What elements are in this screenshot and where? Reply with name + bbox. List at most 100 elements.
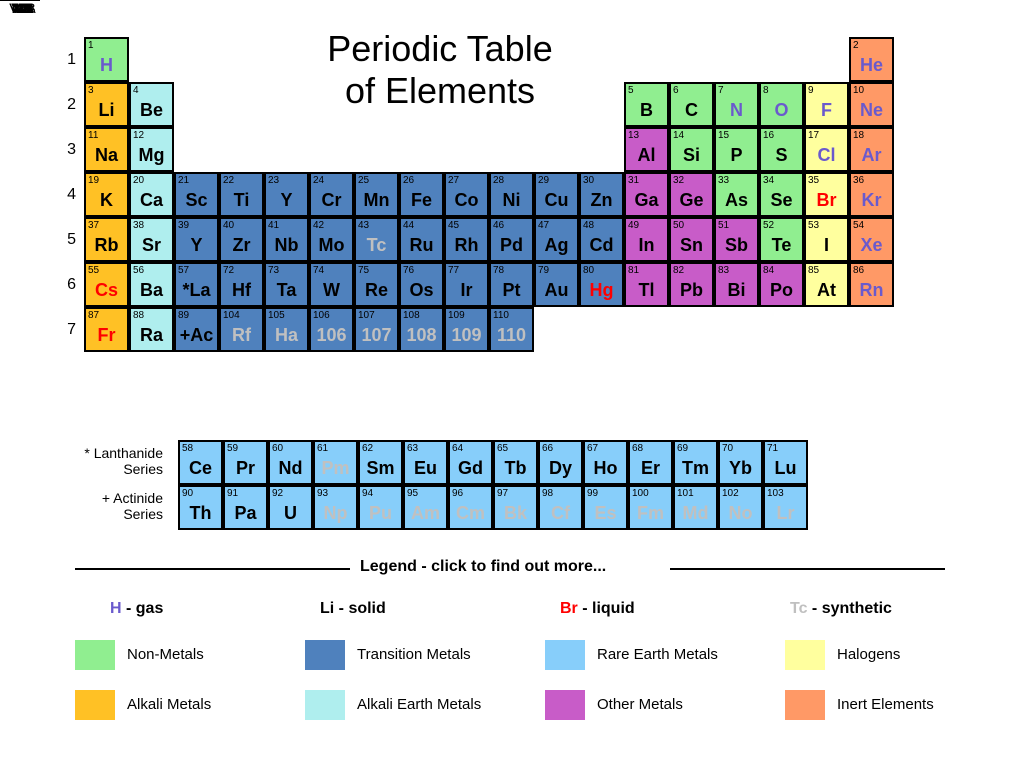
element-Cr[interactable]: 24Cr	[309, 172, 354, 217]
element-Ne[interactable]: 10Ne	[849, 82, 894, 127]
element-No[interactable]: 102No	[718, 485, 763, 530]
state-liquid[interactable]: Br - liquid	[560, 600, 635, 618]
element-Zr[interactable]: 40Zr	[219, 217, 264, 262]
element-Ho[interactable]: 67Ho	[583, 440, 628, 485]
element-N[interactable]: 7N	[714, 82, 759, 127]
element-Co[interactable]: 27Co	[444, 172, 489, 217]
element-Eu[interactable]: 63Eu	[403, 440, 448, 485]
element-Ba[interactable]: 56Ba	[129, 262, 174, 307]
element-Se[interactable]: 34Se	[759, 172, 804, 217]
element-C[interactable]: 6C	[669, 82, 714, 127]
element-107[interactable]: 107107	[354, 307, 399, 352]
element-Gd[interactable]: 64Gd	[448, 440, 493, 485]
legend-title[interactable]: Legend - click to find out more...	[360, 558, 606, 576]
element-Ha[interactable]: 105Ha	[264, 307, 309, 352]
state-synthetic[interactable]: Tc - synthetic	[790, 600, 892, 618]
element-Md[interactable]: 101Md	[673, 485, 718, 530]
element-Pt[interactable]: 78Pt	[489, 262, 534, 307]
swatch-rare[interactable]	[545, 640, 585, 670]
element-Kr[interactable]: 36Kr	[849, 172, 894, 217]
swatch-label-nonmetal[interactable]: Non-Metals	[127, 646, 204, 663]
element-S[interactable]: 16S	[759, 127, 804, 172]
element-Hf[interactable]: 72Hf	[219, 262, 264, 307]
element-Lr[interactable]: 103Lr	[763, 485, 808, 530]
element-Tl[interactable]: 81Tl	[624, 262, 669, 307]
element-Ge[interactable]: 32Ge	[669, 172, 714, 217]
element-Cd[interactable]: 48Cd	[579, 217, 624, 262]
element-Cm[interactable]: 96Cm	[448, 485, 493, 530]
element-Al[interactable]: 13Al	[624, 127, 669, 172]
element-109[interactable]: 109109	[444, 307, 489, 352]
element-Na[interactable]: 11Na	[84, 127, 129, 172]
element-I[interactable]: 53I	[804, 217, 849, 262]
element-Tm[interactable]: 69Tm	[673, 440, 718, 485]
element-110[interactable]: 110110	[489, 307, 534, 352]
element-H[interactable]: 1H	[84, 37, 129, 82]
swatch-halogen[interactable]	[785, 640, 825, 670]
element-Fm[interactable]: 100Fm	[628, 485, 673, 530]
element-Pb[interactable]: 82Pb	[669, 262, 714, 307]
element-W[interactable]: 74W	[309, 262, 354, 307]
element-Ce[interactable]: 58Ce	[178, 440, 223, 485]
element-Zn[interactable]: 30Zn	[579, 172, 624, 217]
element-Ti[interactable]: 22Ti	[219, 172, 264, 217]
element-Pm[interactable]: 61Pm	[313, 440, 358, 485]
element-Ca[interactable]: 20Ca	[129, 172, 174, 217]
element-Ni[interactable]: 28Ni	[489, 172, 534, 217]
element-Rb[interactable]: 37Rb	[84, 217, 129, 262]
element-Dy[interactable]: 66Dy	[538, 440, 583, 485]
swatch-label-transition[interactable]: Transition Metals	[357, 646, 471, 663]
element-Ar[interactable]: 18Ar	[849, 127, 894, 172]
element-Bk[interactable]: 97Bk	[493, 485, 538, 530]
element-Th[interactable]: 90Th	[178, 485, 223, 530]
element-Ra[interactable]: 88Ra	[129, 307, 174, 352]
element-Am[interactable]: 95Am	[403, 485, 448, 530]
element-Lu[interactable]: 71Lu	[763, 440, 808, 485]
element-+Ac[interactable]: 89+Ac	[174, 307, 219, 352]
element-In[interactable]: 49In	[624, 217, 669, 262]
element-Re[interactable]: 75Re	[354, 262, 399, 307]
element-Sm[interactable]: 62Sm	[358, 440, 403, 485]
element-Yb[interactable]: 70Yb	[718, 440, 763, 485]
element-Ag[interactable]: 47Ag	[534, 217, 579, 262]
element-Ru[interactable]: 44Ru	[399, 217, 444, 262]
element-Rn[interactable]: 86Rn	[849, 262, 894, 307]
element-Hg[interactable]: 80Hg	[579, 262, 624, 307]
element-Rf[interactable]: 104Rf	[219, 307, 264, 352]
element-Xe[interactable]: 54Xe	[849, 217, 894, 262]
element-Y[interactable]: 39Y	[174, 217, 219, 262]
element-*La[interactable]: 57*La	[174, 262, 219, 307]
element-K[interactable]: 19K	[84, 172, 129, 217]
element-Np[interactable]: 93Np	[313, 485, 358, 530]
element-Ga[interactable]: 31Ga	[624, 172, 669, 217]
element-Si[interactable]: 14Si	[669, 127, 714, 172]
element-Tb[interactable]: 65Tb	[493, 440, 538, 485]
swatch-inert[interactable]	[785, 690, 825, 720]
swatch-label-alkali[interactable]: Alkali Metals	[127, 696, 211, 713]
element-Fe[interactable]: 26Fe	[399, 172, 444, 217]
element-Ta[interactable]: 73Ta	[264, 262, 309, 307]
element-Cs[interactable]: 55Cs	[84, 262, 129, 307]
element-Br[interactable]: 35Br	[804, 172, 849, 217]
element-106[interactable]: 106106	[309, 307, 354, 352]
element-Be[interactable]: 4Be	[129, 82, 174, 127]
element-Pa[interactable]: 91Pa	[223, 485, 268, 530]
element-Ir[interactable]: 77Ir	[444, 262, 489, 307]
element-Rh[interactable]: 45Rh	[444, 217, 489, 262]
element-Pu[interactable]: 94Pu	[358, 485, 403, 530]
element-Os[interactable]: 76Os	[399, 262, 444, 307]
swatch-other[interactable]	[545, 690, 585, 720]
element-Mg[interactable]: 12Mg	[129, 127, 174, 172]
swatch-label-halogen[interactable]: Halogens	[837, 646, 900, 663]
state-solid[interactable]: Li - solid	[320, 600, 386, 618]
element-Cl[interactable]: 17Cl	[804, 127, 849, 172]
element-As[interactable]: 33As	[714, 172, 759, 217]
element-Pr[interactable]: 59Pr	[223, 440, 268, 485]
element-Es[interactable]: 99Es	[583, 485, 628, 530]
swatch-alkali[interactable]	[75, 690, 115, 720]
swatch-label-inert[interactable]: Inert Elements	[837, 696, 934, 713]
element-108[interactable]: 108108	[399, 307, 444, 352]
element-Bi[interactable]: 83Bi	[714, 262, 759, 307]
element-Nd[interactable]: 60Nd	[268, 440, 313, 485]
element-Po[interactable]: 84Po	[759, 262, 804, 307]
